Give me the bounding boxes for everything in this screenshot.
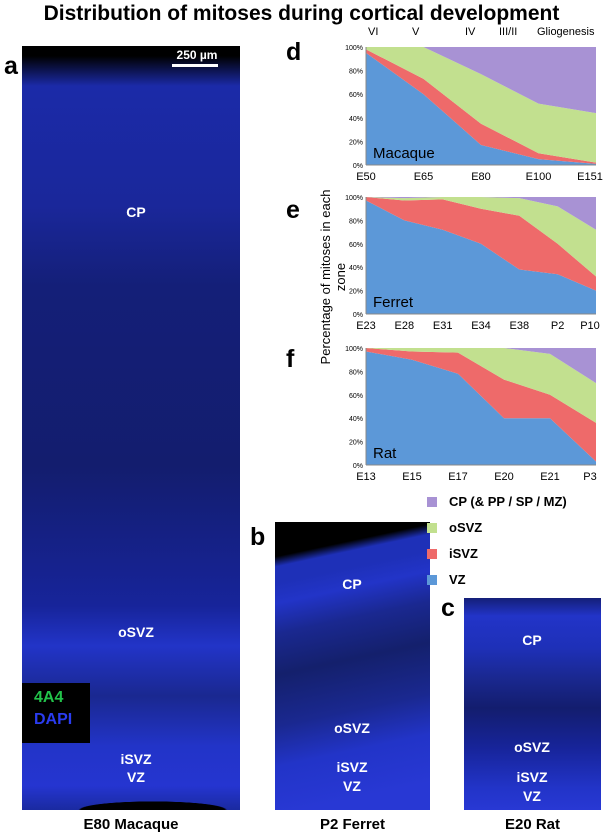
legend-label-vz: VZ: [449, 572, 466, 587]
x-tick-label-ferret: E38: [510, 320, 530, 332]
stain-label-4a4: 4A4: [34, 689, 64, 706]
panel-letter-b: b: [250, 523, 266, 551]
stain-label-dapi: DAPI: [34, 711, 73, 728]
y-tick-label-ferret: 20%: [349, 289, 363, 296]
panel-letter-d: d: [286, 38, 302, 66]
y-tick-label-rat: 60%: [349, 393, 363, 400]
zone-label-osvz: oSVZ: [334, 720, 370, 736]
zone-label-vz: VZ: [127, 769, 145, 785]
legend-swatch-isvz: [427, 548, 437, 559]
y-tick-label-ferret: 60%: [349, 242, 363, 249]
scale-bar: [172, 64, 218, 67]
area-ferret-isvz: [366, 197, 596, 291]
zone-label-isvz: iSVZ: [336, 759, 368, 775]
x-tick-label-macaque: E65: [414, 171, 434, 183]
x-tick-label-ferret: E23: [356, 320, 376, 332]
legend-item-cp: CP (& PP / SP / MZ): [427, 494, 567, 509]
zone-label-vz: VZ: [523, 788, 541, 804]
legend-label-osvz: oSVZ: [449, 520, 483, 535]
zone-label-cp: CP: [342, 576, 362, 592]
y-tick-label-ferret: 40%: [349, 265, 363, 272]
zone-label-isvz: iSVZ: [120, 751, 152, 767]
species-label-rat: Rat: [373, 445, 397, 462]
caption-ferret: P2 Ferret: [319, 816, 386, 833]
area-ferret-vz: [366, 200, 596, 314]
zone-label-osvz: oSVZ: [514, 739, 550, 755]
caption-macaque: E80 Macaque: [83, 816, 179, 833]
x-tick-label-rat: P3: [583, 471, 596, 483]
x-tick-label-ferret: E28: [395, 320, 415, 332]
stage-label-gliogenesis: Gliogenesis: [537, 26, 595, 38]
area-ferret-osvz: [366, 197, 596, 277]
x-tick-label-rat: E21: [540, 471, 560, 483]
legend-item-isvz: iSVZ: [427, 546, 478, 561]
x-tick-label-rat: E15: [402, 471, 422, 483]
y-tick-label-macaque: 80%: [349, 69, 363, 76]
x-tick-label-rat: E17: [448, 471, 468, 483]
area-macaque-cp: [366, 47, 596, 114]
x-tick-label-macaque: E50: [356, 171, 376, 183]
y-tick-label-macaque: 60%: [349, 92, 363, 99]
x-tick-label-rat: E13: [356, 471, 376, 483]
panel-letter-a: a: [4, 52, 18, 80]
x-tick-label-rat: E20: [494, 471, 514, 483]
y-tick-label-ferret: 80%: [349, 218, 363, 225]
x-tick-label-macaque: E100: [526, 171, 552, 183]
panel-letter-f: f: [286, 345, 295, 373]
area-ferret-cp: [366, 197, 596, 230]
x-tick-label-ferret: P2: [551, 320, 564, 332]
area-macaque-isvz: [366, 49, 596, 164]
legend-label-cp: CP (& PP / SP / MZ): [449, 494, 567, 509]
micrograph-ferret: CP oSVZ iSVZ VZ: [275, 522, 430, 810]
legend-item-vz: VZ: [427, 572, 466, 587]
area-rat-osvz: [366, 348, 596, 423]
y-tick-label-rat: 40%: [349, 416, 363, 423]
legend-item-osvz: oSVZ: [427, 520, 482, 535]
zone-label-cp: CP: [522, 632, 542, 648]
zone-label-osvz: oSVZ: [118, 624, 154, 640]
y-tick-label-macaque: 20%: [349, 139, 363, 146]
area-macaque-osvz: [366, 47, 596, 163]
y-tick-label-ferret: 0%: [353, 312, 363, 319]
stain-legend: 4A4 DAPI: [22, 683, 90, 743]
x-tick-label-macaque: E80: [471, 171, 491, 183]
area-rat-vz: [366, 351, 596, 465]
area-rat-isvz: [366, 348, 596, 462]
legend-swatch-osvz: [427, 522, 437, 533]
species-label-macaque: Macaque: [373, 145, 435, 162]
legend-swatch-vz: [427, 574, 437, 585]
legend-label-isvz: iSVZ: [449, 546, 478, 561]
figure-title: Distribution of mitoses during cortical …: [43, 2, 560, 25]
panel-letter-e: e: [286, 196, 300, 224]
micrograph-macaque: 250 µm CP oSVZ iSVZ VZ: [22, 46, 240, 810]
y-tick-label-macaque: 0%: [353, 163, 363, 170]
panel-letter-c: c: [441, 594, 455, 622]
scale-bar-label: 250 µm: [176, 48, 218, 62]
y-tick-label-macaque: 40%: [349, 116, 363, 123]
area-macaque-vz: [366, 52, 596, 165]
micrograph-rat: CP oSVZ iSVZ VZ: [464, 598, 601, 810]
area-rat-cp: [366, 348, 596, 384]
x-tick-label-ferret: P10: [580, 320, 600, 332]
caption-rat: E20 Rat: [504, 816, 561, 833]
zone-label-vz: VZ: [343, 778, 361, 794]
stage-label-iv: IV: [465, 26, 476, 38]
y-tick-label-rat: 20%: [349, 440, 363, 447]
zone-label-isvz: iSVZ: [516, 769, 548, 785]
y-tick-label-ferret: 100%: [345, 195, 363, 202]
y-tick-label-rat: 80%: [349, 369, 363, 376]
stage-label-vi: VI: [368, 26, 379, 38]
y-tick-label-rat: 100%: [345, 346, 363, 353]
species-label-ferret: Ferret: [373, 294, 414, 311]
y-tick-label-rat: 0%: [353, 463, 363, 470]
x-tick-label-ferret: E31: [433, 320, 453, 332]
x-tick-label-macaque: E151: [577, 171, 603, 183]
y-tick-label-macaque: 100%: [345, 45, 363, 52]
stage-label-iii-ii: III/II: [499, 26, 518, 38]
zone-label-cp: CP: [126, 204, 146, 220]
stage-label-v: V: [412, 26, 420, 38]
x-tick-label-ferret: E34: [471, 320, 491, 332]
legend-swatch-cp: [427, 496, 437, 507]
